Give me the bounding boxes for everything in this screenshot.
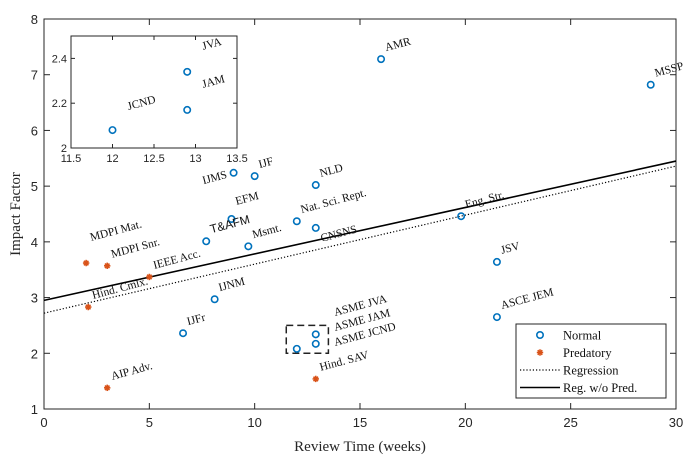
normal-point xyxy=(210,295,219,304)
normal-point xyxy=(492,313,501,322)
normal-point xyxy=(646,80,655,89)
normal-point xyxy=(179,329,188,338)
x-tick-label: 10 xyxy=(247,415,261,430)
legend-box xyxy=(515,323,667,399)
legend-label: Normal xyxy=(563,329,602,343)
x-tick-label: 30 xyxy=(669,415,683,430)
predatory-point xyxy=(104,384,111,392)
star-stroke xyxy=(83,260,89,266)
point-label: NLD xyxy=(318,162,344,180)
star-stroke xyxy=(104,385,111,391)
normal-point xyxy=(229,168,238,177)
predatory-point xyxy=(85,303,92,311)
y-tick-label: 4 xyxy=(31,235,38,250)
inset-x-tick-label: 12.5 xyxy=(143,153,164,165)
normal-point xyxy=(311,181,320,190)
normal-point xyxy=(292,344,301,353)
y-tick-label: 8 xyxy=(31,12,38,27)
normal-point xyxy=(377,55,386,64)
inset-point-label: JVA xyxy=(201,36,224,53)
inset-y-tick-label: 2 xyxy=(61,143,67,155)
normal-point xyxy=(202,237,211,246)
inset-point xyxy=(108,126,117,135)
x-tick-label: 20 xyxy=(458,415,472,430)
y-tick-label: 5 xyxy=(31,179,38,194)
inset-y-tick-label: 2.4 xyxy=(52,53,67,65)
point-label: EFM xyxy=(234,190,260,208)
inset-point xyxy=(183,67,192,76)
inset-point xyxy=(183,105,192,114)
y-tick-label: 3 xyxy=(31,291,38,306)
inset-x-tick-label: 13 xyxy=(189,153,201,165)
y-tick-label: 1 xyxy=(31,402,38,417)
legend: Normal Predatory Regression Reg. w/o Pred. xyxy=(515,323,667,399)
legend-normal-marker xyxy=(535,330,544,339)
y-tick-label: 6 xyxy=(31,123,38,138)
normal-point xyxy=(292,217,301,226)
legend-label: Reg. w/o Pred. xyxy=(563,381,637,395)
point-label: JSV xyxy=(500,240,522,257)
star-stroke xyxy=(537,349,543,356)
star-stroke xyxy=(85,304,92,310)
y-tick-label: 7 xyxy=(31,68,38,83)
inset-y-tick-label: 2.2 xyxy=(52,98,67,110)
x-tick-label: 5 xyxy=(146,415,153,430)
legend-label: Predatory xyxy=(563,346,612,360)
normal-point xyxy=(311,223,320,232)
normal-point xyxy=(492,257,501,266)
legend-label: Regression xyxy=(563,364,619,378)
x-axis-label: Review Time (weeks) xyxy=(294,439,426,455)
x-tick-label: 0 xyxy=(40,415,47,430)
predatory-point xyxy=(104,262,111,270)
inset-x-tick-label: 13.5 xyxy=(226,153,247,165)
predatory-point xyxy=(82,259,90,267)
inset-point-label: JAM xyxy=(201,73,226,91)
inset-area xyxy=(70,35,238,149)
y-tick-label: 2 xyxy=(31,346,38,361)
normal-point xyxy=(457,212,466,221)
point-label: IJF xyxy=(257,156,274,171)
predatory-point xyxy=(312,375,319,383)
predatory-point xyxy=(146,273,153,281)
normal-point xyxy=(250,172,259,181)
legend-predatory-marker xyxy=(536,349,544,356)
star-stroke xyxy=(146,274,153,280)
star-stroke xyxy=(312,376,319,382)
x-tick-label: 15 xyxy=(353,415,367,430)
normal-point xyxy=(244,242,253,251)
y-axis-label: Impact Factor xyxy=(8,172,24,256)
normal-point xyxy=(311,330,320,339)
zoom-region-box xyxy=(285,324,330,355)
normal-point xyxy=(227,215,236,224)
x-tick-label: 25 xyxy=(563,415,577,430)
inset-x-tick-label: 12 xyxy=(106,153,118,165)
inset-x-tick-label: 11.5 xyxy=(61,153,82,165)
point-label: IJFr xyxy=(186,312,207,328)
star-stroke xyxy=(104,262,111,269)
normal-point xyxy=(311,339,320,348)
